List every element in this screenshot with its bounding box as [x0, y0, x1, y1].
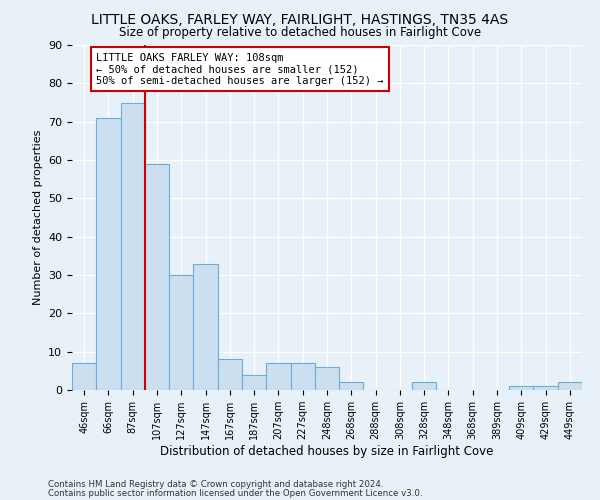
- Bar: [290, 363, 315, 390]
- Bar: [339, 382, 364, 390]
- Bar: [218, 360, 242, 390]
- Bar: [412, 382, 436, 390]
- Bar: [533, 386, 558, 390]
- Y-axis label: Number of detached properties: Number of detached properties: [32, 130, 43, 305]
- Bar: [558, 382, 582, 390]
- Text: LITTLE OAKS FARLEY WAY: 108sqm
← 50% of detached houses are smaller (152)
50% of: LITTLE OAKS FARLEY WAY: 108sqm ← 50% of …: [96, 52, 384, 86]
- Bar: [96, 118, 121, 390]
- Bar: [145, 164, 169, 390]
- Bar: [242, 374, 266, 390]
- Bar: [121, 102, 145, 390]
- Text: LITTLE OAKS, FARLEY WAY, FAIRLIGHT, HASTINGS, TN35 4AS: LITTLE OAKS, FARLEY WAY, FAIRLIGHT, HAST…: [91, 12, 509, 26]
- Bar: [509, 386, 533, 390]
- Bar: [193, 264, 218, 390]
- Bar: [315, 367, 339, 390]
- Bar: [266, 363, 290, 390]
- Text: Size of property relative to detached houses in Fairlight Cove: Size of property relative to detached ho…: [119, 26, 481, 39]
- X-axis label: Distribution of detached houses by size in Fairlight Cove: Distribution of detached houses by size …: [160, 445, 494, 458]
- Text: Contains public sector information licensed under the Open Government Licence v3: Contains public sector information licen…: [48, 489, 422, 498]
- Bar: [72, 363, 96, 390]
- Bar: [169, 275, 193, 390]
- Text: Contains HM Land Registry data © Crown copyright and database right 2024.: Contains HM Land Registry data © Crown c…: [48, 480, 383, 489]
